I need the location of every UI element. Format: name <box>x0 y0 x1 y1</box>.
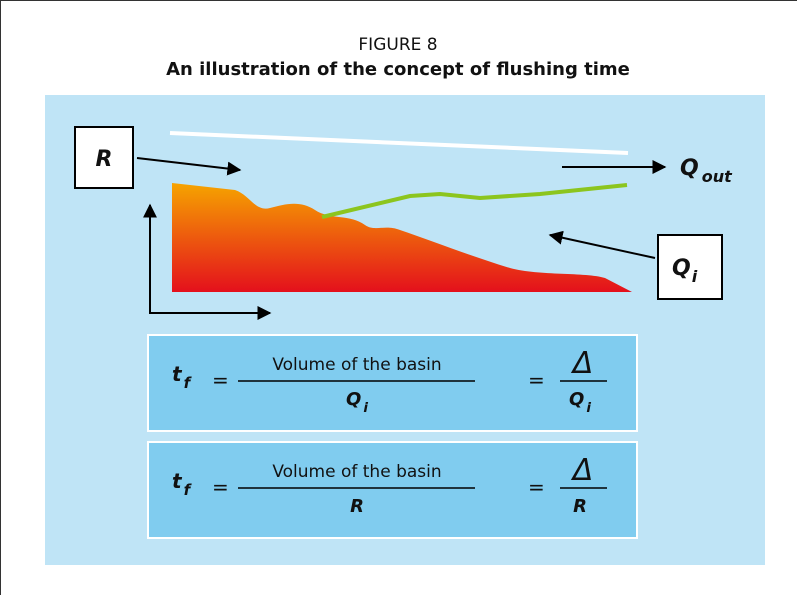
figure-label: FIGURE 8 <box>358 35 437 55</box>
equals: = <box>528 475 545 499</box>
river <box>321 183 628 219</box>
numerator: Volume of the basin <box>272 355 441 375</box>
equals: = <box>212 368 229 392</box>
surface-line <box>169 131 629 155</box>
equals: = <box>528 368 545 392</box>
r-label: R <box>96 147 113 172</box>
delta: Δ <box>571 346 594 381</box>
denominator: R <box>350 496 364 517</box>
r-box <box>74 126 134 189</box>
delta: Δ <box>571 453 594 488</box>
equals: = <box>212 475 229 499</box>
arrow <box>136 157 242 176</box>
equation-box <box>147 441 638 539</box>
basin <box>172 183 632 292</box>
arrow <box>548 230 656 259</box>
qi-box <box>657 234 723 300</box>
numerator: Volume of the basin <box>272 462 441 482</box>
equation-box <box>147 334 638 432</box>
q-i-label: Qi <box>672 256 698 286</box>
title: An illustration of the concept of flushi… <box>166 59 630 80</box>
denominator: R <box>573 496 587 517</box>
